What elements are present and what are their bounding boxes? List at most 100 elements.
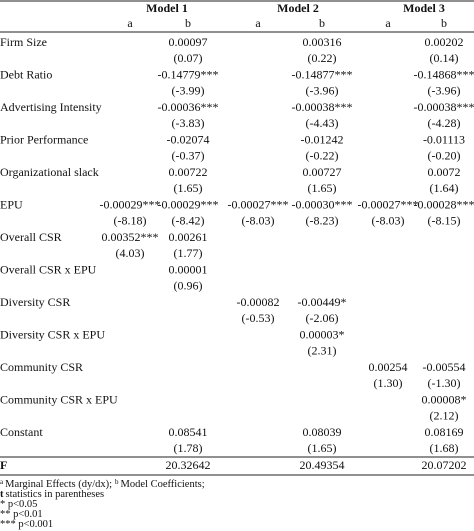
coefficient: 0.00003*: [300, 327, 345, 341]
coefficient: -0.01242: [301, 132, 344, 146]
footnote: a Marginal Effects (dy/dx); b Model Coeffic…: [0, 478, 205, 491]
t-statistic: (-8.23): [306, 213, 339, 227]
row-label: Diversity CSR: [0, 295, 70, 309]
row-label: Firm Size: [0, 35, 47, 49]
row-label: Constant: [0, 425, 43, 439]
t-statistic: (-3.99): [172, 83, 205, 97]
f-value: 20.07202: [422, 458, 467, 472]
footnote-part: *** p<0.001: [0, 519, 53, 530]
subcol-header: a: [385, 16, 391, 30]
footnote-part: statistics in parentheses: [6, 489, 105, 500]
t-statistic: (1.65): [308, 181, 337, 195]
row-label: Overall CSR: [0, 230, 62, 244]
row-label: Overall CSR x EPU: [0, 262, 97, 276]
t-statistic: (-0.37): [172, 148, 205, 162]
coefficient: 0.00722: [169, 165, 208, 179]
subcol-header: b: [441, 16, 447, 30]
t-statistic: (1.65): [174, 181, 203, 195]
f-value: 20.49354: [300, 458, 345, 472]
t-statistic: (-4.43): [306, 116, 339, 130]
coefficient: -0.14877***: [292, 67, 353, 81]
coefficient: -0.02074: [167, 132, 210, 146]
t-statistic: (0.14): [430, 51, 459, 65]
subcol-header: a: [255, 16, 261, 30]
row-label: Diversity CSR x EPU: [0, 327, 105, 341]
coefficient: -0.00027***: [358, 197, 419, 211]
t-statistic: (-8.18): [114, 213, 147, 227]
t-statistic: (1.78): [174, 441, 203, 455]
coefficient: 0.0072: [428, 165, 461, 179]
coefficient: -0.00027***: [228, 197, 289, 211]
row-label: Debt Ratio: [0, 67, 52, 81]
t-statistic: (0.96): [174, 278, 203, 292]
t-statistic: (-8.42): [172, 213, 205, 227]
coefficient: -0.01113: [423, 132, 465, 146]
footnote-part: b: [115, 478, 119, 486]
coefficient: 0.00001: [169, 262, 208, 276]
model-header: Model 3: [403, 1, 445, 15]
coefficient: -0.00036***: [158, 100, 219, 114]
footnote-part: t: [0, 489, 4, 500]
coefficient: 0.00097: [169, 35, 208, 49]
coefficient: 0.00008*: [422, 392, 467, 406]
t-statistic: (-8.15): [428, 213, 461, 227]
model-header: Model 2: [277, 1, 319, 15]
row-label: Community CSR: [0, 360, 83, 374]
coefficient: 0.08541: [169, 425, 208, 439]
t-statistic: (0.22): [308, 51, 337, 65]
t-statistic: (-8.03): [372, 213, 405, 227]
f-label: F: [0, 458, 7, 472]
footnote-part: Marginal Effects (dy/dx);: [5, 479, 112, 490]
coefficient: 0.00352***: [102, 230, 159, 244]
subcol-header: b: [185, 16, 191, 30]
coefficient: 0.08039: [303, 425, 342, 439]
footnote-part: ** p<0.01: [0, 509, 43, 520]
subcol-header: b: [319, 16, 325, 30]
t-statistic: (-3.83): [172, 116, 205, 130]
t-statistic: (4.03): [116, 246, 145, 260]
t-statistic: (1.30): [374, 376, 403, 390]
subcol-header: a: [127, 16, 133, 30]
t-statistic: (-2.06): [306, 311, 339, 325]
coefficient: -0.00449*: [298, 295, 347, 309]
coefficient: -0.14779***: [158, 67, 219, 81]
t-statistic: (-3.96): [306, 83, 339, 97]
footnote-part: a: [0, 478, 4, 486]
t-statistic: (-0.53): [242, 311, 275, 325]
t-statistic: (0.07): [174, 51, 203, 65]
row-label: Prior Performance: [0, 132, 88, 146]
footnote: * p<0.05: [0, 499, 37, 510]
t-statistic: (-3.96): [428, 83, 461, 97]
footnote: *** p<0.001: [0, 519, 53, 530]
row-label: Advertising Intensity: [0, 100, 102, 114]
coefficient: -0.14868***: [414, 67, 474, 81]
coefficient: -0.00082: [237, 295, 280, 309]
coefficient: 0.00727: [303, 165, 342, 179]
f-value: 20.32642: [166, 458, 211, 472]
coefficient: 0.08169: [425, 425, 464, 439]
coefficient: -0.00029***: [158, 197, 219, 211]
t-statistic: (1.65): [308, 441, 337, 455]
coefficient: -0.00029***: [100, 197, 161, 211]
t-statistic: (1.64): [430, 181, 459, 195]
t-statistic: (-8.03): [242, 213, 275, 227]
coefficient: -0.00028***: [414, 197, 474, 211]
coefficient: -0.00554: [423, 360, 466, 374]
t-statistic: (-0.20): [428, 148, 461, 162]
t-statistic: (1.77): [174, 246, 203, 260]
t-statistic: (2.31): [308, 343, 337, 357]
t-statistic: (1.68): [430, 441, 459, 455]
t-statistic: (-4.28): [428, 116, 461, 130]
coefficient: 0.00254: [369, 360, 408, 374]
coefficient: -0.00038***: [292, 100, 353, 114]
coefficient: -0.00030***: [292, 197, 353, 211]
coefficient: 0.00316: [303, 35, 342, 49]
row-label: EPU: [0, 197, 23, 211]
t-statistic: (-1.30): [428, 376, 461, 390]
footnote: ** p<0.01: [0, 509, 43, 520]
footnote-part: Model Coefficients;: [121, 479, 205, 490]
t-statistic: (-0.22): [306, 148, 339, 162]
model-header: Model 1: [146, 1, 188, 15]
row-label: Community CSR x EPU: [0, 392, 118, 406]
